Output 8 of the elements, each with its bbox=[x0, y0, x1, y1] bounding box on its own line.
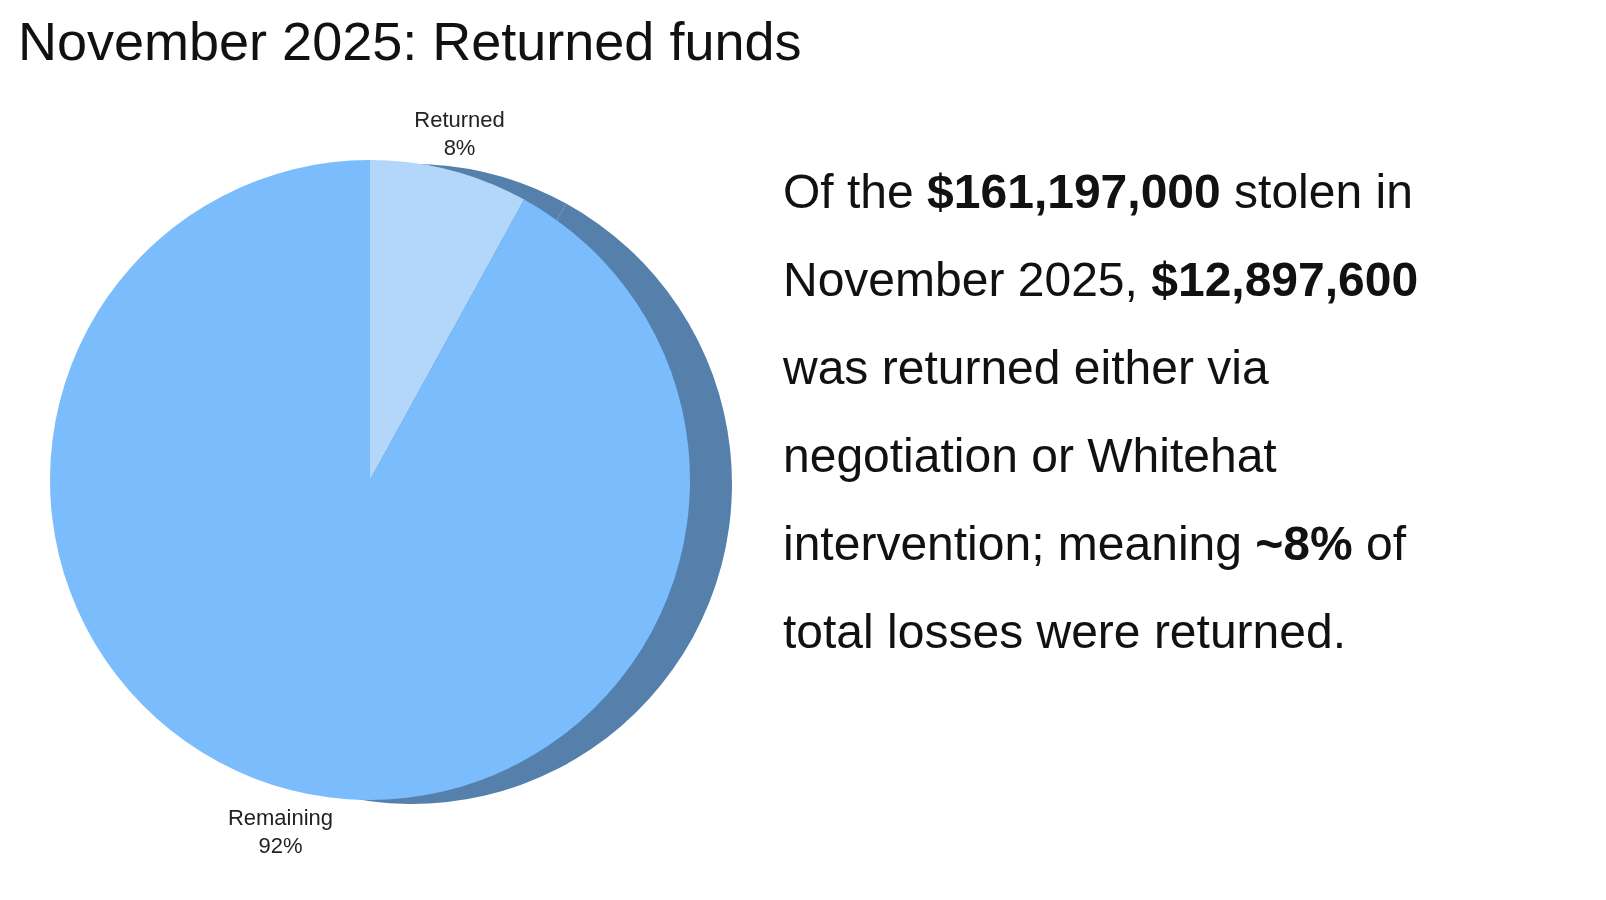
pie-slice bbox=[370, 160, 525, 480]
data-label: 8% bbox=[443, 135, 476, 161]
data-label: 92% bbox=[258, 832, 303, 858]
slice-label: Remaining bbox=[227, 804, 334, 830]
slice-label: Returned bbox=[414, 107, 505, 133]
chart-title: November 2025: Returned funds bbox=[18, 11, 802, 71]
pie-slice bbox=[50, 160, 690, 800]
text: Of the $161,197,000 stolen in November 2025, $12,897,600 was returned either via negotiation or Whitehat intervention; meaning ~8% of total losses were returned. bbox=[783, 165, 1419, 658]
